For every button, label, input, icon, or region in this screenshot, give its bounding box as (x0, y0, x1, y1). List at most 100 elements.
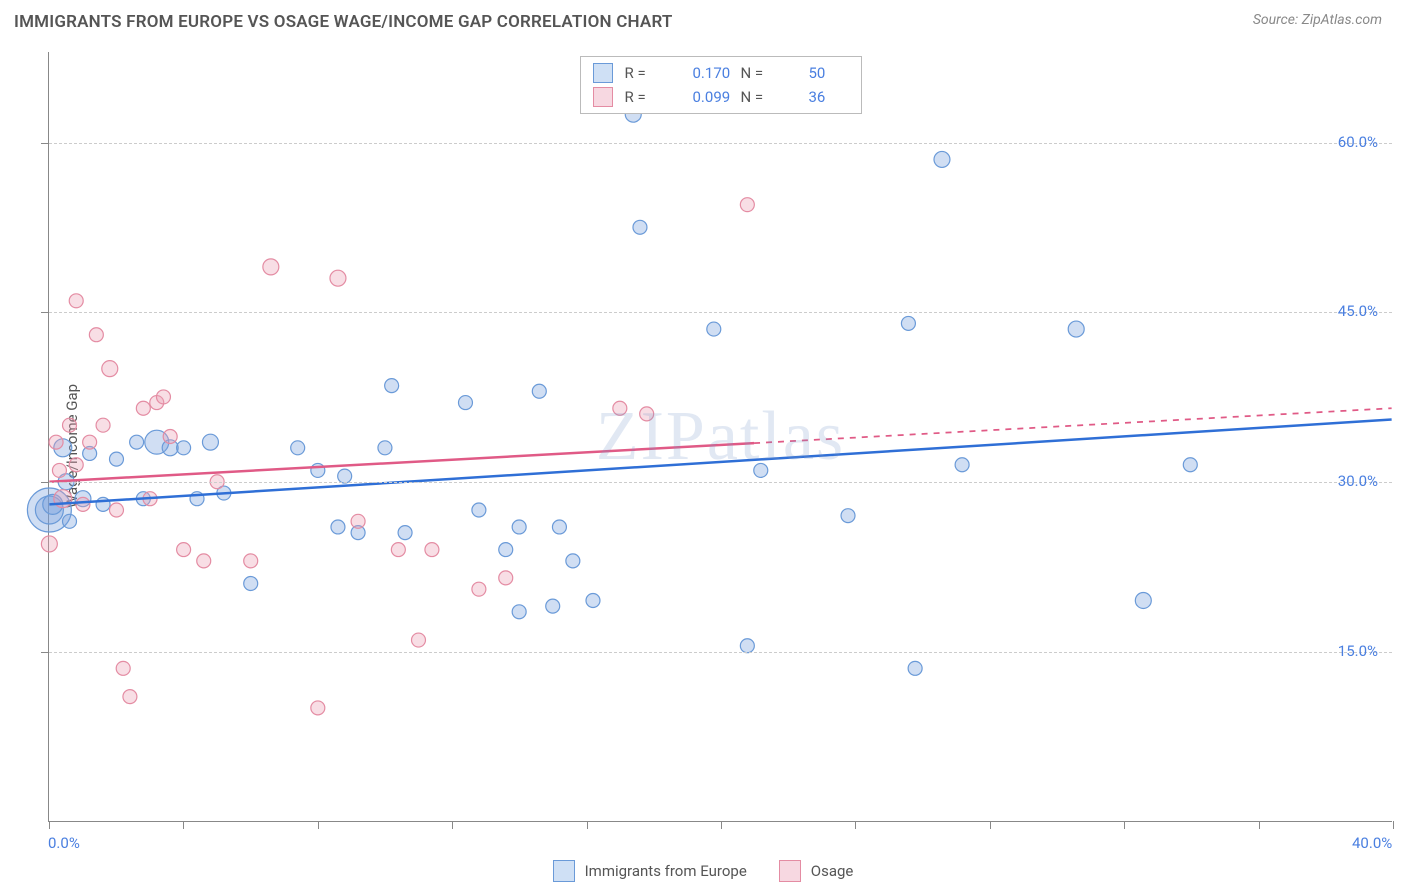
data-point-osage (63, 418, 77, 432)
data-point-osage (109, 503, 123, 517)
data-point-europe (385, 379, 399, 393)
data-point-osage (163, 430, 177, 444)
data-point-osage (425, 543, 439, 557)
legend-correlation: R =0.170N =50R =0.099N =36 (580, 56, 862, 114)
data-point-europe (63, 514, 77, 528)
data-point-europe (1135, 592, 1151, 608)
data-point-europe (244, 577, 258, 591)
y-tick (41, 312, 49, 313)
data-point-osage (330, 270, 346, 286)
data-point-europe (109, 452, 123, 466)
gridline (49, 312, 1392, 313)
legend-row-europe: R = 0.170 N = 50 (593, 61, 849, 85)
x-tick-label: 0.0% (48, 834, 80, 852)
data-point-europe (908, 661, 922, 675)
data-point-osage (613, 401, 627, 415)
data-point-osage (177, 543, 191, 557)
data-point-osage (136, 401, 150, 415)
data-point-europe (512, 605, 526, 619)
legend-swatch (779, 860, 801, 882)
legend-bottom-item: Immigrants from Europe (553, 860, 747, 882)
scatter-svg (49, 52, 1392, 821)
data-point-osage (89, 328, 103, 342)
y-tick-label: 45.0% (1338, 302, 1378, 320)
data-point-osage (640, 407, 654, 421)
data-point-osage (69, 458, 83, 472)
data-point-europe (458, 396, 472, 410)
data-point-osage (197, 554, 211, 568)
data-point-europe (754, 463, 768, 477)
legend-r-value: 0.170 (693, 64, 733, 82)
data-point-osage (499, 571, 513, 585)
data-point-europe (512, 520, 526, 534)
data-point-europe (552, 520, 566, 534)
x-tick (1124, 821, 1125, 829)
legend-r-label: R = (625, 88, 685, 106)
legend-n-label: N = (741, 88, 801, 106)
data-point-europe (740, 639, 754, 653)
data-point-osage (49, 435, 63, 449)
x-tick (318, 821, 319, 829)
data-point-osage (83, 435, 97, 449)
data-point-osage (391, 543, 405, 557)
data-point-osage (52, 463, 66, 477)
data-point-osage (351, 514, 365, 528)
data-point-europe (202, 434, 218, 450)
y-tick (41, 143, 49, 144)
data-point-europe (398, 526, 412, 540)
legend-swatch (593, 87, 613, 107)
x-tick (1393, 821, 1394, 829)
data-point-osage (412, 633, 426, 647)
data-point-osage (156, 390, 170, 404)
x-tick (49, 821, 50, 829)
x-tick-label: 40.0% (1352, 834, 1392, 852)
data-point-osage (244, 554, 258, 568)
gridline (49, 143, 1392, 144)
data-point-osage (740, 198, 754, 212)
x-tick (183, 821, 184, 829)
plot-area: ZIPatlas R =0.170N =50R =0.099N =36 15.0… (48, 52, 1392, 822)
legend-n-label: N = (741, 64, 801, 82)
gridline (49, 482, 1392, 483)
legend-n-value: 36 (809, 88, 849, 106)
legend-bottom-item: Osage (779, 860, 854, 882)
y-tick (41, 652, 49, 653)
data-point-europe (934, 151, 950, 167)
x-tick (855, 821, 856, 829)
data-point-osage (311, 701, 325, 715)
legend-label: Osage (811, 862, 854, 880)
data-point-europe (566, 554, 580, 568)
legend-r-label: R = (625, 64, 685, 82)
legend-n-value: 50 (809, 64, 849, 82)
data-point-europe (338, 469, 352, 483)
x-tick (587, 821, 588, 829)
y-tick-label: 30.0% (1338, 472, 1378, 490)
y-tick-label: 15.0% (1338, 642, 1378, 660)
data-point-europe (586, 593, 600, 607)
data-point-europe (546, 599, 560, 613)
data-point-osage (472, 582, 486, 596)
data-point-osage (116, 661, 130, 675)
data-point-europe (472, 503, 486, 517)
data-point-europe (378, 441, 392, 455)
data-point-europe (331, 520, 345, 534)
data-point-europe (130, 435, 144, 449)
data-point-europe (841, 509, 855, 523)
data-point-osage (96, 418, 110, 432)
x-tick (990, 821, 991, 829)
y-tick-label: 60.0% (1338, 133, 1378, 151)
data-point-europe (633, 220, 647, 234)
legend-label: Immigrants from Europe (585, 862, 747, 880)
legend-bottom: Immigrants from Europe Osage (0, 860, 1406, 882)
data-point-europe (1068, 321, 1084, 337)
data-point-europe (532, 384, 546, 398)
data-point-osage (41, 536, 57, 552)
data-point-osage (102, 361, 118, 377)
data-point-europe (1183, 458, 1197, 472)
data-point-europe (901, 316, 915, 330)
x-tick (452, 821, 453, 829)
data-point-osage (69, 294, 83, 308)
x-tick (1259, 821, 1260, 829)
legend-swatch (593, 63, 613, 83)
data-point-europe (707, 322, 721, 336)
